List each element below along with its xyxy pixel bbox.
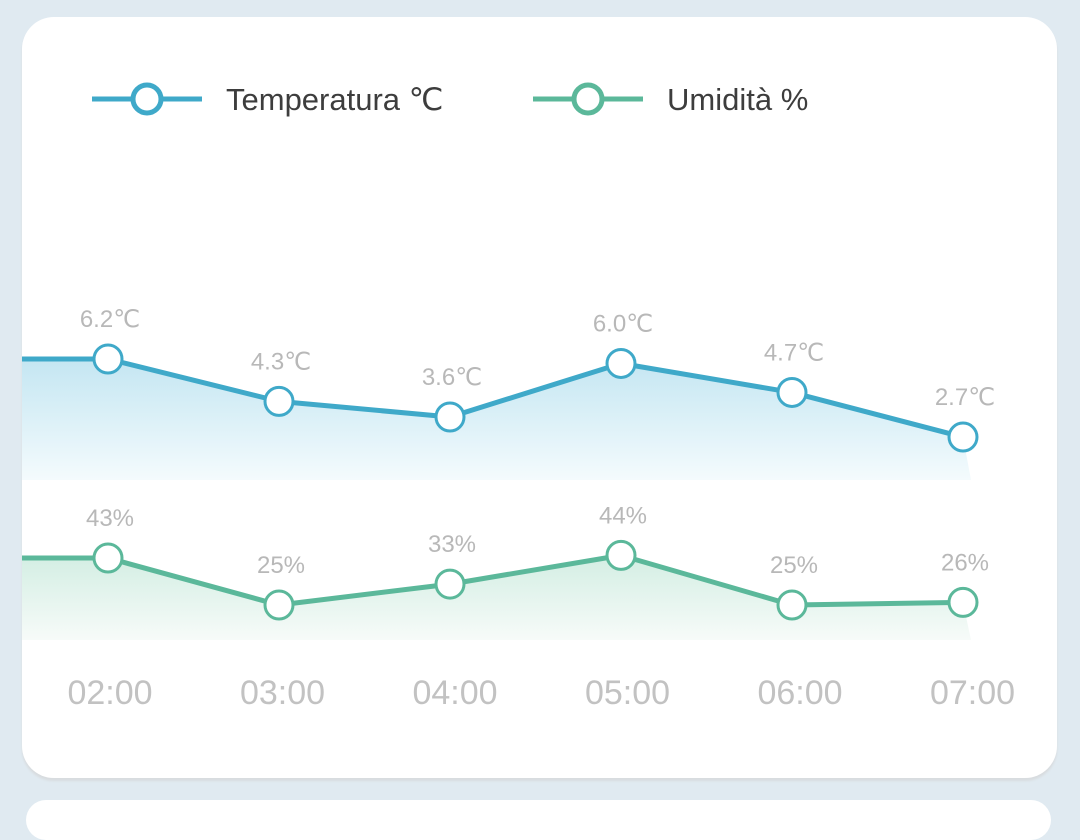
x-tick-label: 03:00 [240, 674, 325, 712]
data-label-temperature: 4.3℃ [251, 348, 311, 375]
x-tick-label: 02:00 [67, 674, 152, 712]
line-chart: Temperatura ℃ Umidità % 6.2℃ 4.3℃ 3.6℃ 6.0℃… [22, 82, 1015, 712]
data-label-humidity: 25% [770, 552, 818, 579]
data-label-humidity: 33% [428, 531, 476, 558]
data-label-humidity: 25% [257, 552, 305, 579]
point-temperature[interactable] [92, 343, 124, 375]
legend-marker-humidity [571, 82, 605, 116]
legend-label-temperature: Temperatura ℃ [226, 82, 443, 117]
legend-marker-temperature [130, 82, 164, 116]
point-humidity[interactable] [434, 568, 466, 600]
point-humidity[interactable] [263, 589, 295, 621]
legend: Temperatura ℃ Umidità % [92, 82, 808, 117]
data-label-temperature: 6.0℃ [593, 310, 653, 337]
point-humidity[interactable] [776, 589, 808, 621]
point-humidity[interactable] [92, 542, 124, 574]
data-label-temperature: 4.7℃ [764, 339, 824, 366]
point-temperature[interactable] [947, 421, 979, 453]
area-temperature [22, 359, 971, 480]
data-label-temperature: 2.7℃ [935, 384, 995, 411]
point-temperature[interactable] [263, 385, 295, 417]
area-humidity [22, 555, 971, 640]
data-label-humidity: 43% [86, 505, 134, 532]
data-label-temperature: 3.6℃ [422, 364, 482, 391]
point-temperature[interactable] [605, 347, 637, 379]
point-temperature[interactable] [434, 401, 466, 433]
legend-item-temperature[interactable]: Temperatura ℃ [92, 82, 443, 117]
data-label-temperature: 6.2℃ [80, 306, 140, 333]
point-humidity[interactable] [605, 539, 637, 571]
x-tick-label: 04:00 [412, 674, 497, 712]
next-card [26, 800, 1051, 840]
x-tick-label: 07:00 [930, 674, 1015, 712]
data-label-humidity: 44% [599, 502, 647, 529]
point-temperature[interactable] [776, 376, 808, 408]
x-tick-label: 06:00 [757, 674, 842, 712]
data-label-humidity: 26% [941, 549, 989, 576]
legend-label-humidity: Umidità % [667, 82, 808, 117]
point-humidity[interactable] [947, 586, 979, 618]
x-tick-label: 05:00 [585, 674, 670, 712]
legend-item-humidity[interactable]: Umidità % [533, 82, 808, 117]
